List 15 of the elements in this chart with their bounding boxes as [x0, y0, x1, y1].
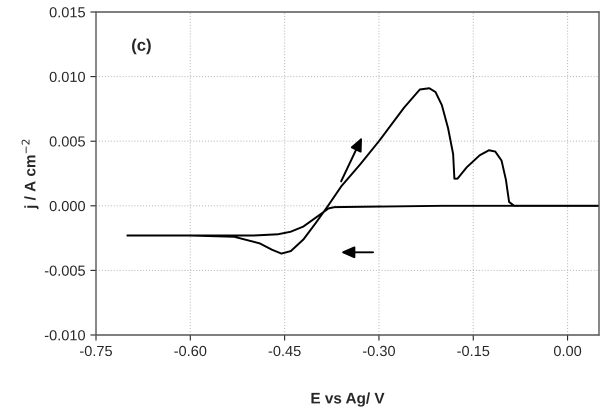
y-axis-title: j / A cm$^{−2}$: [22, 140, 39, 210]
y-tick-label: 0.005: [50, 136, 85, 147]
annotation: (c): [132, 38, 151, 54]
x-tick-label: -0.75: [80, 346, 112, 356]
y-tick-label: 0.015: [50, 7, 85, 18]
x-tick-label: -0.45: [268, 346, 301, 356]
y-tick-label: 0.010: [50, 72, 86, 82]
y-tick-label: 0.000: [50, 200, 86, 212]
y-tick-label: -0.005: [44, 266, 85, 276]
x-axis-title: E vs Ag/ V: [311, 392, 384, 407]
y-tick-label: -0.010: [44, 330, 86, 340]
x-tick-label: -0.30: [362, 346, 395, 356]
x-tick-label: 0.00: [554, 346, 582, 356]
x-tick-label: -0.15: [457, 346, 490, 356]
x-tick-label: -0.60: [174, 346, 206, 356]
